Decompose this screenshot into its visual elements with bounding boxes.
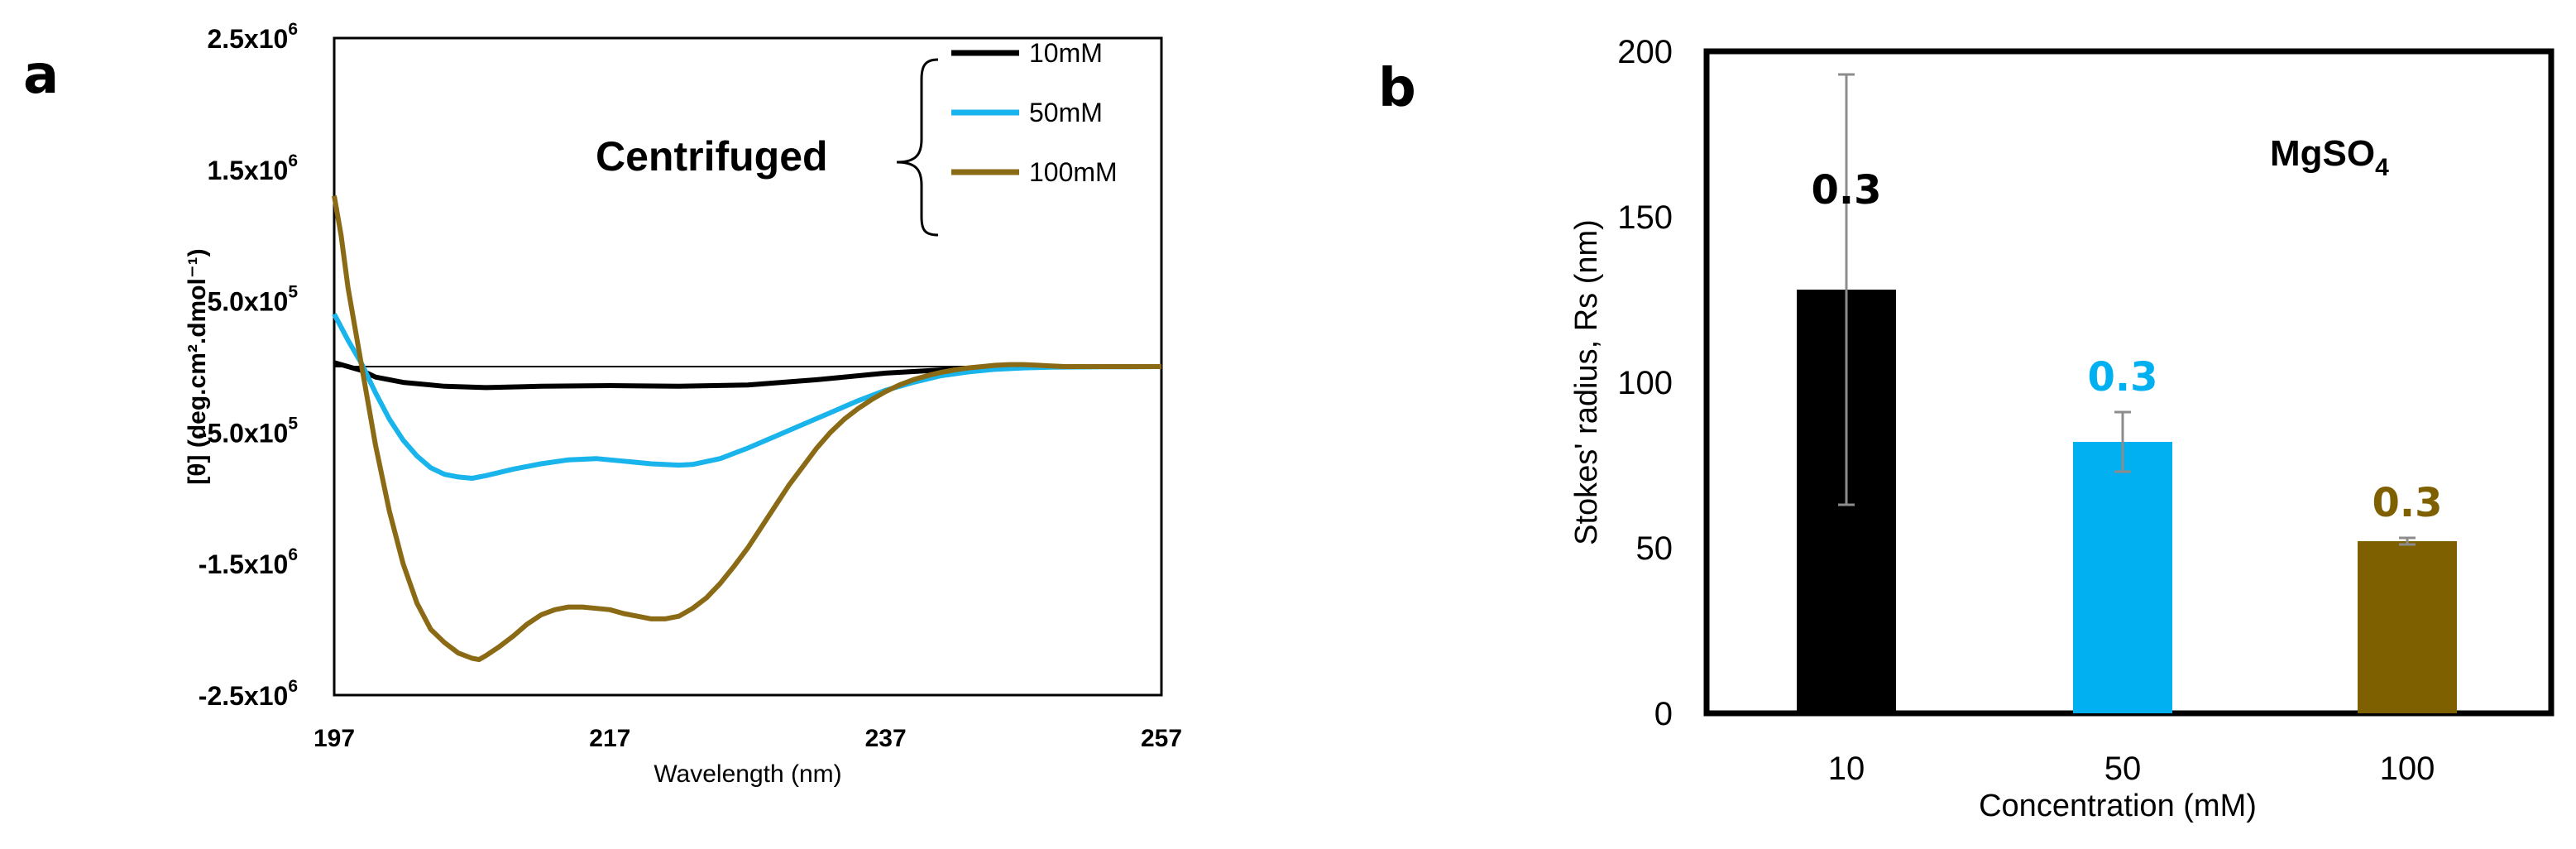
cd-legend: 10mM 50mM 100mM [951,38,1118,187]
legend-label-100mM: 100mM [1029,157,1118,187]
cd-y-tick-label: 5.0x105 [207,283,298,317]
mgso4-subscript: 4 [2375,154,2389,181]
bar-50mM [2073,442,2172,713]
cd-y-tick-label: -1.5x106 [199,545,298,579]
bar-y-tick-labels: 0 50 100 150 200 [1617,34,1673,732]
bar-x-axis-title: Concentration (mM) [1979,789,2257,823]
bar-x-tick-label: 50 [2104,751,2142,787]
cd-x-tick-labels: 197 217 237 257 [314,725,1182,752]
cd-y-tick-label: -2.5x106 [199,677,298,711]
legend-brace [896,58,939,237]
bar-100mM [2358,541,2457,713]
stokes-radius-chart: 0 50 100 150 200 0.3 0.3 0.3 10 50 100 Concentra… [1569,34,2554,823]
cd-y-axis-title: [θ] (deg.cm².dmol⁻¹) [184,248,211,484]
legend-label-50mM: 50mM [1029,98,1103,127]
bar-x-tick-label: 100 [2380,751,2435,787]
cd-x-tick-label: 217 [589,725,630,752]
bar-y-axis-title: Stokes' radius, Rs (nm) [1569,219,1604,545]
cd-y-tick-label: -5.0x105 [199,414,299,448]
cd-spectrum-chart: 2.5x106 1.5x106 5.0x105 -5.0x105 -1.5x106 -2.… [184,20,1182,788]
mgso4-base: MgSO [2270,133,2375,174]
bar-y-tick-label: 50 [1636,530,1673,567]
panel-label-a: a [23,45,59,106]
bar-y-tick-label: 100 [1617,365,1673,401]
cd-y-tick-label: 1.5x106 [207,151,298,185]
cd-x-axis-title: Wavelength (nm) [654,760,841,788]
cd-y-tick-labels: 2.5x106 1.5x106 5.0x105 -5.0x105 -1.5x106 -2.… [199,20,299,711]
data-label-10mM: 0.3 [1811,167,1881,213]
legend-label-10mM: 10mM [1029,38,1103,68]
bar-y-tick-label: 150 [1617,199,1673,236]
cd-y-tick-label: 2.5x106 [207,20,298,54]
cd-x-tick-label: 197 [314,725,355,752]
series-line-100mM [332,195,1161,663]
cd-x-tick-label: 237 [865,725,907,752]
centrifuged-annotation: Centrifuged [596,133,828,180]
data-label-50mM: 0.3 [2087,354,2157,401]
bar-x-tick-labels: 10 50 100 [1828,751,2435,787]
cd-x-tick-label: 257 [1141,725,1182,752]
data-label-100mM: 0.3 [2372,480,2442,526]
bar-series: 0.3 0.3 0.3 [1797,73,2457,713]
bar-x-tick-label: 10 [1828,751,1865,787]
mgso4-annotation: MgSO4 [2270,133,2389,181]
panel-label-b: b [1378,58,1416,119]
bar-y-tick-label: 200 [1617,34,1673,70]
bar-y-tick-label: 0 [1654,696,1673,732]
series-line-50mM [332,313,1162,481]
cd-series-lines [332,195,1162,663]
